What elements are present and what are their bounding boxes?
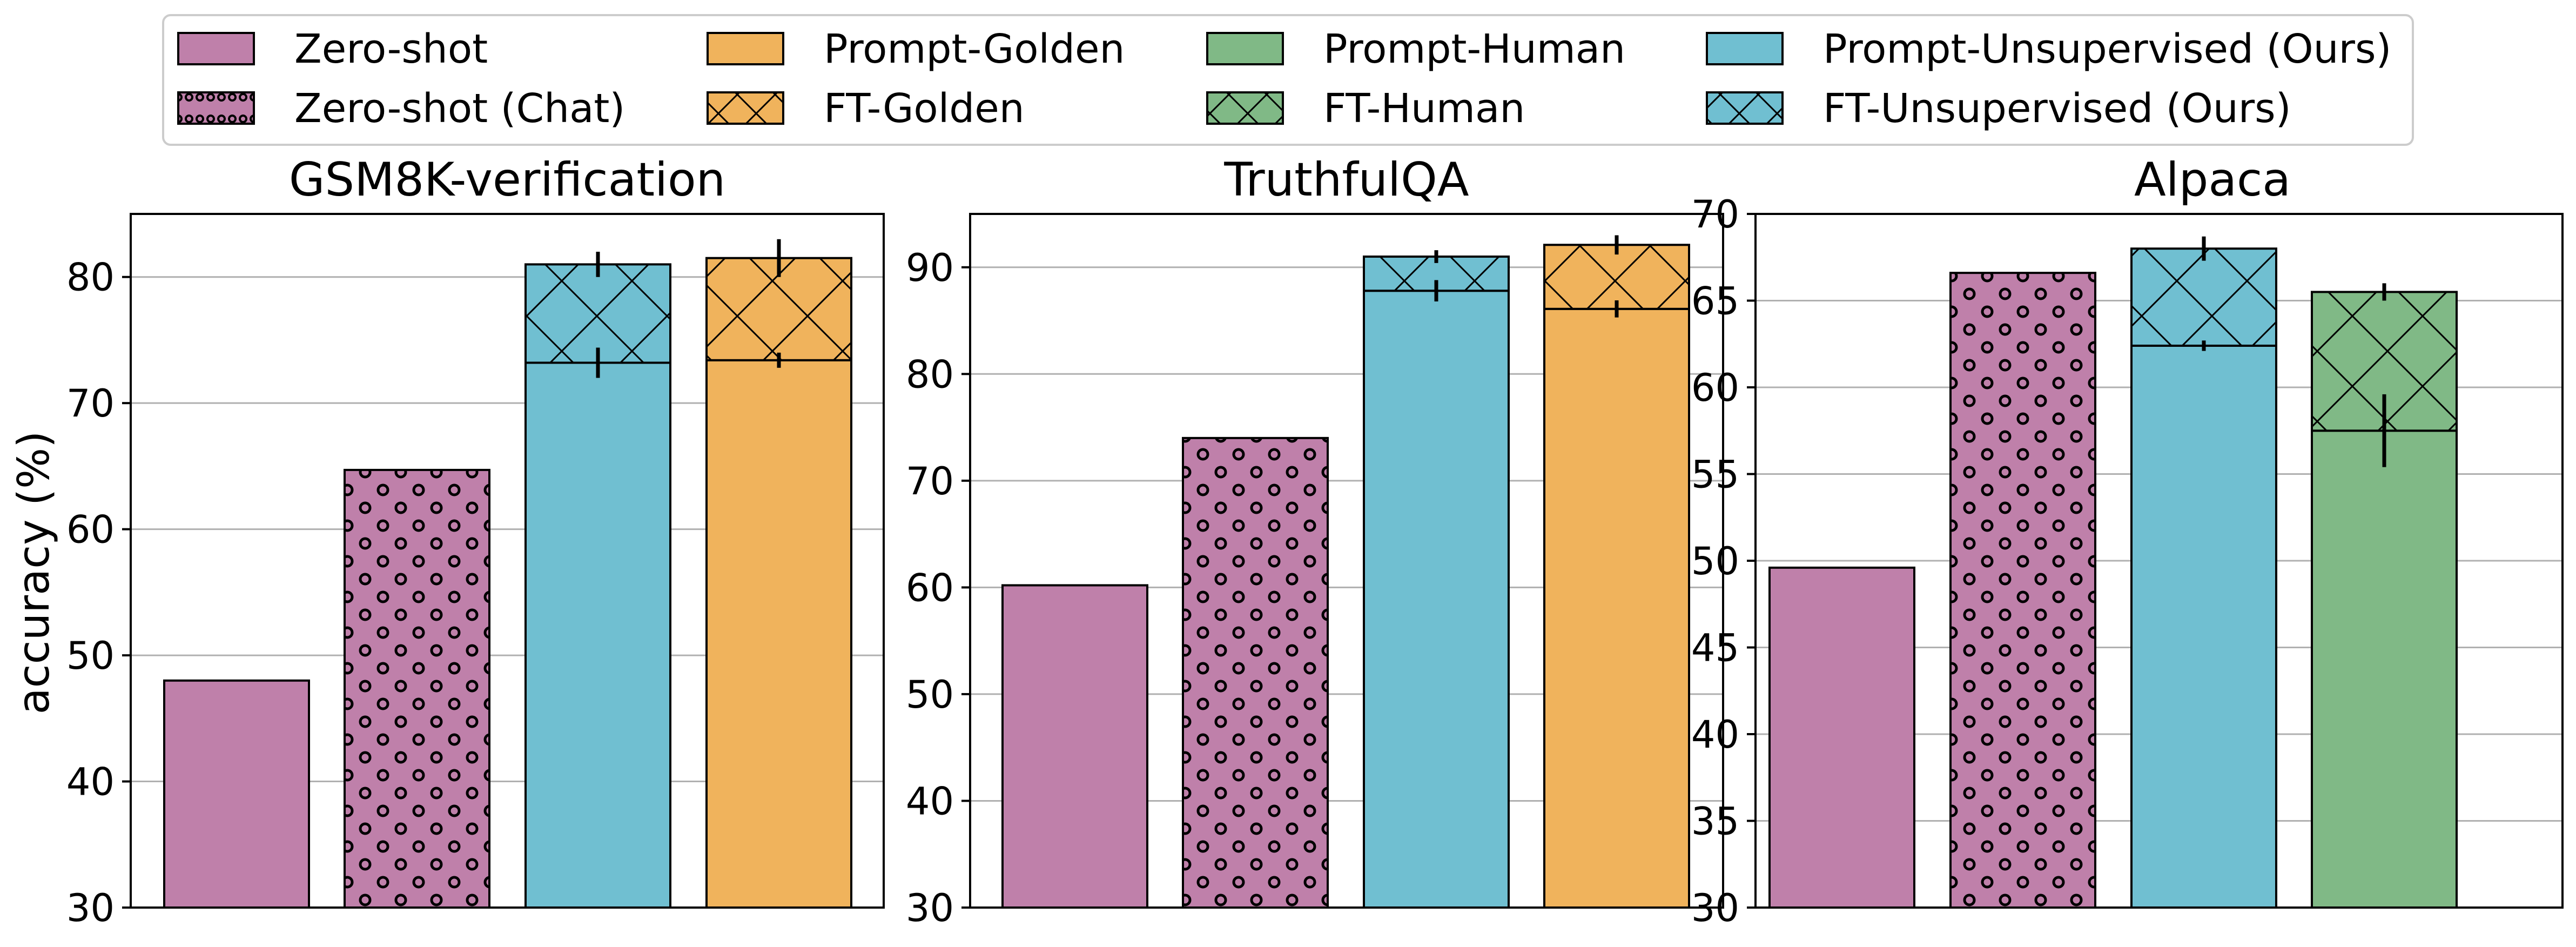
y-tick-label: 45: [1691, 626, 1739, 670]
legend-swatch-border: [1706, 91, 1784, 125]
legend: Zero-shot Zero-shot (Chat) Prompt-Golden FT…: [162, 14, 2414, 146]
axes-frame: [130, 213, 885, 909]
legend-swatch-border: [1706, 32, 1784, 65]
legend-swatch: [1207, 33, 1283, 64]
legend-swatch: [178, 33, 254, 64]
bar-prompt-unsupervised-ours: [524, 252, 671, 909]
bar-top-hatch: [1544, 245, 1689, 309]
y-tick-label: 40: [1691, 713, 1739, 757]
bar: [1770, 567, 1914, 908]
legend-label: FT-Golden: [824, 85, 1025, 132]
bar-zero-shot-chat: [344, 468, 490, 909]
bar: [707, 360, 851, 908]
panel-title: GSM8K-verification: [289, 153, 725, 207]
panel-title: Alpaca: [2134, 153, 2291, 207]
legend-entry-prompt-unsupervised-ours: Prompt-Unsupervised (Ours): [1706, 26, 2391, 72]
bar-zero-shot: [1001, 584, 1148, 909]
legend-swatch-hatch: [1207, 92, 1283, 124]
y-tick-label: 65: [1691, 279, 1739, 324]
legend-swatch-hatch: [708, 92, 783, 124]
bar-segment-ft-human: [2311, 291, 2458, 432]
legend-entry-ft-golden: FT-Golden: [707, 85, 1025, 132]
y-tick-label: 70: [66, 381, 115, 426]
legend-swatch: [708, 33, 783, 64]
legend-label: Zero-shot: [294, 26, 488, 72]
bar-top-hatch: [2131, 248, 2276, 346]
legend-swatch-border: [1206, 91, 1284, 125]
y-tick-label: 55: [1691, 453, 1739, 497]
y-tick-label: 70: [1691, 192, 1739, 237]
bar-top-hatch: [526, 264, 670, 363]
y-tick-label: 50: [906, 673, 954, 717]
bar-prompt-human: [2311, 283, 2458, 909]
y-tick-label: 50: [66, 634, 115, 678]
bar-segment-ft-unsupervised-ours: [524, 263, 671, 364]
legend-swatch-hatch: [178, 92, 254, 124]
legend-swatch-border: [1206, 32, 1284, 65]
bar: [2131, 345, 2276, 908]
y-tick-label: 30: [66, 886, 115, 930]
y-tick-label: 30: [906, 886, 954, 930]
legend-swatch-border: [707, 91, 784, 125]
bar-prompt-golden: [705, 239, 852, 909]
panel-title: TruthfulQA: [1223, 153, 1469, 207]
y-tick-label: 60: [66, 508, 115, 552]
y-tick-label: 80: [66, 256, 115, 300]
bar: [526, 362, 670, 908]
y-tick-label: 40: [906, 779, 954, 823]
legend-swatch-border: [177, 91, 255, 125]
legend-label: Prompt-Human: [1323, 26, 1625, 72]
bar-zero-shot-chat: [1182, 436, 1329, 909]
bar-prompt-unsupervised-ours: [1363, 250, 1510, 909]
bar-zero-shot: [163, 679, 310, 909]
bar-zero-shot: [1768, 566, 1915, 909]
y-tick-label: 60: [906, 566, 954, 610]
bar: [1364, 291, 1509, 908]
panel-truthfulqa: TruthfulQA 30 40 50 60 70 80 90: [906, 153, 1724, 930]
panel-alpaca: Alpaca 30 35 40 45 50 55 60 65 70: [1691, 153, 2564, 930]
y-tick-label: 40: [66, 760, 115, 804]
bar-segment-ft-golden: [1543, 244, 1690, 310]
bar-hatch: [1951, 273, 2095, 908]
panel-gsm8k-verification: GSM8K-verification 30 40 50 60 70 80: [66, 153, 885, 930]
legend-label: Prompt-Golden: [824, 26, 1125, 72]
legend-swatch: [1707, 33, 1783, 64]
legend-label: Prompt-Unsupervised (Ours): [1823, 26, 2391, 72]
bar-hatch: [345, 469, 489, 908]
bar-hatch: [1183, 438, 1328, 908]
legend-swatch-border: [707, 32, 784, 65]
legend-entry-ft-human: FT-Human: [1206, 85, 1525, 132]
legend-entry-prompt-human: Prompt-Human: [1206, 26, 1625, 72]
legend-entry-prompt-golden: Prompt-Golden: [707, 26, 1125, 72]
y-tick-label: 60: [1691, 366, 1739, 410]
bar: [1003, 585, 1147, 908]
y-tick-label: 30: [1691, 886, 1739, 930]
bar-zero-shot-chat: [1949, 272, 2096, 909]
axes-frame: [969, 213, 1724, 909]
bar: [2312, 431, 2457, 908]
y-tick-label: 50: [1691, 539, 1739, 583]
bar: [1544, 308, 1689, 908]
legend-label: FT-Human: [1323, 85, 1525, 132]
legend-entry-ft-unsupervised-ours: FT-Unsupervised (Ours): [1706, 85, 2291, 132]
y-tick-label: 90: [906, 246, 954, 290]
legend-swatch-hatch: [1707, 92, 1783, 124]
legend-entry-zero-shot-chat: Zero-shot (Chat): [177, 85, 625, 132]
bar-prompt-unsupervised-ours: [2130, 236, 2277, 909]
bar-segment-ft-unsupervised-ours: [2130, 247, 2277, 347]
bar: [164, 680, 309, 908]
bar-prompt-golden: [1543, 235, 1690, 909]
y-tick-label: 80: [906, 352, 954, 397]
legend-entry-zero-shot: Zero-shot: [177, 26, 488, 72]
legend-label: FT-Unsupervised (Ours): [1823, 85, 2291, 132]
legend-swatch-border: [177, 32, 255, 65]
axes-frame: [1754, 213, 2564, 909]
legend-label: Zero-shot (Chat): [294, 85, 625, 132]
y-tick-label: 35: [1691, 800, 1739, 844]
y-axis-label: accuracy (%): [9, 431, 59, 715]
y-tick-label: 70: [906, 459, 954, 503]
